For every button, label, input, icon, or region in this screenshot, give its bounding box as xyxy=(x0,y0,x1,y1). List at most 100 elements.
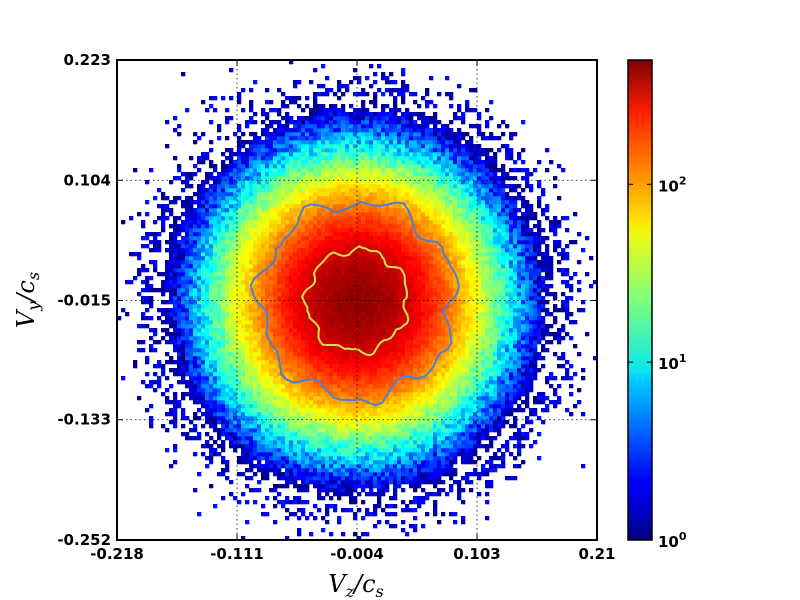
heatmap-cell xyxy=(481,420,486,425)
heatmap-cell xyxy=(385,432,390,437)
heatmap-cell xyxy=(317,472,322,477)
heatmap-cell xyxy=(389,360,394,365)
heatmap-cell xyxy=(281,292,286,297)
heatmap-cell xyxy=(341,360,346,365)
heatmap-cell xyxy=(301,388,306,393)
heatmap-cell xyxy=(429,464,434,469)
heatmap-cell xyxy=(289,268,294,273)
heatmap-cell xyxy=(341,460,346,465)
heatmap-cell xyxy=(293,288,298,293)
heatmap-cell xyxy=(245,364,250,369)
heatmap-cell xyxy=(201,348,206,353)
heatmap-cell xyxy=(273,280,278,285)
heatmap-cell xyxy=(509,380,514,385)
heatmap-cell xyxy=(393,336,398,341)
heatmap-cell xyxy=(229,392,234,397)
heatmap-cell xyxy=(265,412,270,417)
heatmap-cell xyxy=(357,344,362,349)
heatmap-cell xyxy=(357,484,362,489)
heatmap-cell xyxy=(389,400,394,405)
heatmap-cell xyxy=(349,508,354,513)
heatmap-cell xyxy=(221,372,226,377)
heatmap-cell xyxy=(537,332,542,337)
heatmap-cell xyxy=(225,288,230,293)
heatmap-cell xyxy=(405,364,410,369)
heatmap-cell xyxy=(197,280,202,285)
heatmap-cell xyxy=(169,276,174,281)
heatmap-cell xyxy=(429,352,434,357)
heatmap-cell xyxy=(333,344,338,349)
heatmap-cell xyxy=(225,364,230,369)
heatmap-cell xyxy=(493,456,498,461)
heatmap-cell xyxy=(233,392,238,397)
heatmap-cell xyxy=(489,344,494,349)
heatmap-cell xyxy=(289,320,294,325)
heatmap-cell xyxy=(477,364,482,369)
heatmap-cell xyxy=(209,284,214,289)
heatmap-cell xyxy=(197,372,202,377)
heatmap-cell xyxy=(317,352,322,357)
heatmap-cell xyxy=(353,292,358,297)
heatmap-cell xyxy=(253,292,258,297)
heatmap-cell xyxy=(557,308,562,313)
heatmap-cell xyxy=(341,440,346,445)
heatmap-cell xyxy=(505,352,510,357)
heatmap-cell xyxy=(249,272,254,277)
heatmap-cell xyxy=(461,436,466,441)
heatmap-cell xyxy=(393,280,398,285)
heatmap-cell xyxy=(393,476,398,481)
heatmap-cell xyxy=(301,316,306,321)
heatmap-cell xyxy=(469,308,474,313)
heatmap-cell xyxy=(437,316,442,321)
heatmap-cell xyxy=(501,396,506,401)
heatmap-cell xyxy=(285,312,290,317)
heatmap-cell xyxy=(477,408,482,413)
heatmap-cell xyxy=(301,268,306,273)
heatmap-cell xyxy=(309,412,314,417)
heatmap-cell xyxy=(409,436,414,441)
heatmap-cell xyxy=(497,296,502,301)
heatmap-cell xyxy=(505,404,510,409)
heatmap-cell xyxy=(313,440,318,445)
heatmap-cell xyxy=(173,308,178,313)
heatmap-cell xyxy=(477,356,482,361)
heatmap-cell xyxy=(205,292,210,297)
heatmap-cell xyxy=(201,292,206,297)
heatmap-cell xyxy=(397,384,402,389)
heatmap-cell xyxy=(517,312,522,317)
heatmap-cell xyxy=(485,392,490,397)
heatmap-cell xyxy=(473,408,478,413)
heatmap-cell xyxy=(453,480,458,485)
heatmap-cell xyxy=(525,352,530,357)
heatmap-cell xyxy=(309,376,314,381)
heatmap-cell xyxy=(449,312,454,317)
heatmap-cell xyxy=(257,384,262,389)
heatmap-cell xyxy=(393,272,398,277)
heatmap-cell xyxy=(581,308,586,313)
heatmap-cell xyxy=(393,308,398,313)
heatmap-cell xyxy=(441,304,446,309)
heatmap-cell xyxy=(189,428,194,433)
heatmap-cell xyxy=(517,408,522,413)
heatmap-cell xyxy=(245,388,250,393)
heatmap-cell xyxy=(481,376,486,381)
heatmap-cell xyxy=(341,328,346,333)
heatmap-cell xyxy=(241,400,246,405)
heatmap-cell xyxy=(253,440,258,445)
heatmap-cell xyxy=(265,280,270,285)
heatmap-cell xyxy=(381,460,386,465)
heatmap-cell xyxy=(277,324,282,329)
heatmap-cell xyxy=(389,420,394,425)
heatmap-cell xyxy=(341,492,346,497)
heatmap-cell xyxy=(461,424,466,429)
heatmap-cell xyxy=(261,388,266,393)
heatmap-cell xyxy=(377,340,382,345)
heatmap-cell xyxy=(325,452,330,457)
heatmap-cell xyxy=(253,304,258,309)
heatmap-cell xyxy=(169,296,174,301)
heatmap-cell xyxy=(429,448,434,453)
heatmap-cell xyxy=(389,476,394,481)
heatmap-cell xyxy=(469,356,474,361)
heatmap-cell xyxy=(197,436,202,441)
heatmap-cell xyxy=(429,384,434,389)
